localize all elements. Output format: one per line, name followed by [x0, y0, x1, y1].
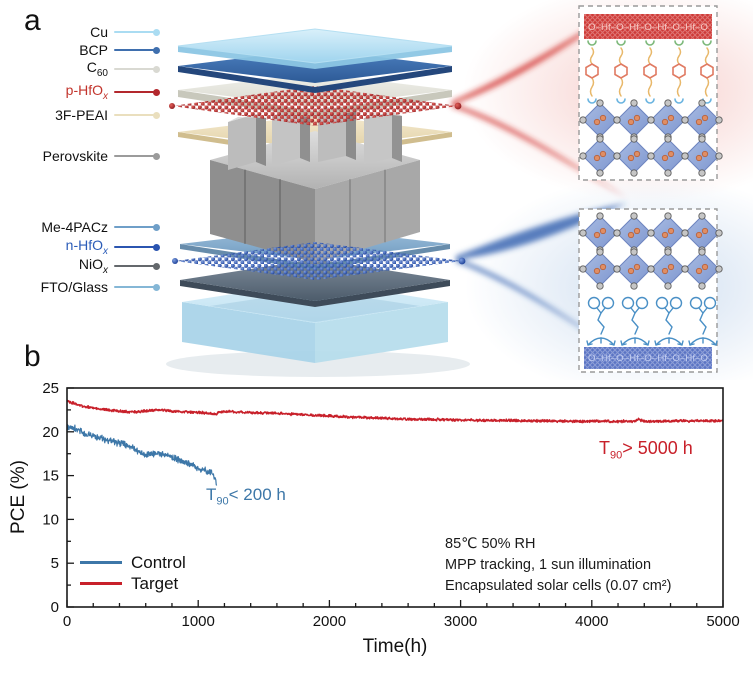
legend-item-control: Control: [80, 552, 186, 573]
y-tick-label: 10: [42, 511, 59, 528]
x-tick-label: 0: [63, 613, 71, 630]
layer-label-c60: C60: [0, 59, 160, 79]
y-tick-label: 5: [51, 555, 59, 572]
x-tick-label: 1000: [182, 613, 215, 630]
n-hfox-lattice: [172, 242, 466, 280]
condition-line: 85℃ 50% RH: [445, 536, 536, 552]
x-tick-label: 3000: [444, 613, 477, 630]
test-conditions: 85℃ 50% RH MPP tracking, 1 sun illuminat…: [445, 534, 671, 597]
stack-shadow: [166, 351, 470, 377]
x-axis-label: Time(h): [363, 636, 428, 657]
y-tick-label: 15: [42, 468, 59, 485]
perovskite-block: [210, 106, 420, 263]
p-hfox-lattice: [169, 86, 462, 126]
x-tick-label: 4000: [575, 613, 608, 630]
me4pacz-molecules: [586, 296, 718, 346]
annotation-control-t90: T90< 200 h: [206, 485, 286, 508]
panel-b-label: b: [24, 340, 41, 373]
layer-label-me-4pacz: Me-4PACz: [0, 218, 160, 236]
inset-top: O–Hf–O–Hf–O–Hf–O–Hf–O: [578, 5, 723, 181]
bottom-bar-text: O–Hf–O–Hf–O–Hf–O–Hf–O: [588, 353, 708, 363]
layer-label-3f-peai: 3F-PEAI: [0, 106, 160, 124]
layer-label-niox: NiOx: [0, 256, 160, 276]
y-tick-label: 0: [51, 599, 59, 616]
chart-legend: Control Target: [80, 552, 186, 594]
perovskite-grains: [228, 106, 402, 170]
condition-line: Encapsulated solar cells (0.07 cm²): [445, 578, 672, 594]
inset-bottom: O–Hf–O–Hf–O–Hf–O–Hf–O: [578, 208, 723, 373]
x-tick-label: 5000: [706, 613, 739, 630]
peai-molecules: [585, 40, 714, 104]
layer-label-cu: Cu: [0, 23, 160, 41]
top-bar-text: O–Hf–O–Hf–O–Hf–O–Hf–O: [588, 22, 708, 32]
series-control: [66, 424, 218, 486]
x-tick-label: 2000: [313, 613, 346, 630]
layer-label-perovskite: Perovskite: [0, 147, 160, 165]
device-stack-illustration: O–Hf–O–Hf–O–Hf–O–Hf–O: [166, 0, 753, 380]
condition-line: MPP tracking, 1 sun illumination: [445, 557, 652, 573]
legend-item-target: Target: [80, 573, 186, 594]
series-target: [66, 399, 724, 424]
layer-label-fto: FTO/Glass: [0, 278, 160, 296]
perovskite-octahedra-bottom: [579, 212, 723, 290]
layer-label-bcp: BCP: [0, 41, 160, 59]
cu-layer: [177, 28, 453, 69]
y-tick-label: 25: [42, 380, 59, 397]
perovskite-octahedra-top: [579, 99, 723, 177]
panel-a-label: a: [24, 4, 41, 37]
y-tick-label: 20: [42, 424, 59, 441]
annotation-target-t90: T90> 5000 h: [599, 438, 693, 462]
layer-label-p-hfox: p-HfOx: [0, 82, 160, 102]
y-axis-label: PCE (%): [8, 460, 29, 534]
layer-label-n-hfox: n-HfOx: [0, 237, 160, 257]
